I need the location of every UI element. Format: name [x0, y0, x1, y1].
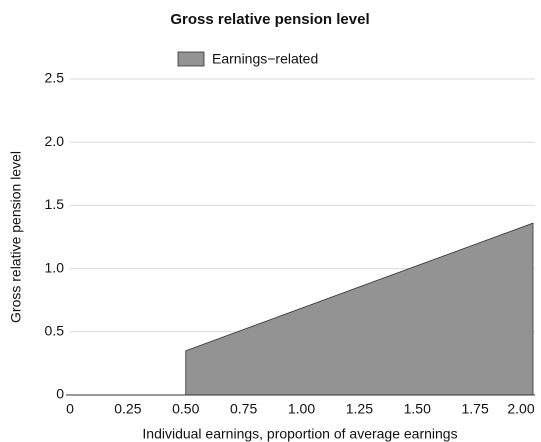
- x-tick-label: 0.25: [114, 401, 141, 417]
- x-tick-label: 0: [66, 401, 74, 417]
- y-tick-label: 2.0: [45, 133, 65, 149]
- x-tick-label: 1.75: [462, 401, 489, 417]
- x-tick-label: 0.50: [172, 401, 199, 417]
- y-tick-label: 2.5: [45, 70, 65, 86]
- y-tick-label: 0.5: [45, 323, 65, 339]
- x-tick-label: 1.50: [404, 401, 431, 417]
- x-tick-label: 1.25: [346, 401, 373, 417]
- y-tick-label: 1.5: [45, 196, 65, 212]
- x-axis-label: Individual earnings, proportion of avera…: [142, 426, 457, 442]
- legend-label: Earnings−related: [212, 51, 318, 67]
- x-tick-label: 2.00: [507, 401, 534, 417]
- y-tick-label: 1.0: [45, 259, 65, 275]
- x-tick-label: 1.00: [288, 401, 315, 417]
- area: [70, 222, 534, 396]
- y-axis-label: Gross relative pension level: [8, 151, 24, 323]
- legend-swatch: [177, 51, 205, 67]
- x-tick-label: 0.75: [230, 401, 257, 417]
- y-tick-label: 0: [56, 386, 64, 402]
- chart-title: Gross relative pension level: [170, 11, 369, 28]
